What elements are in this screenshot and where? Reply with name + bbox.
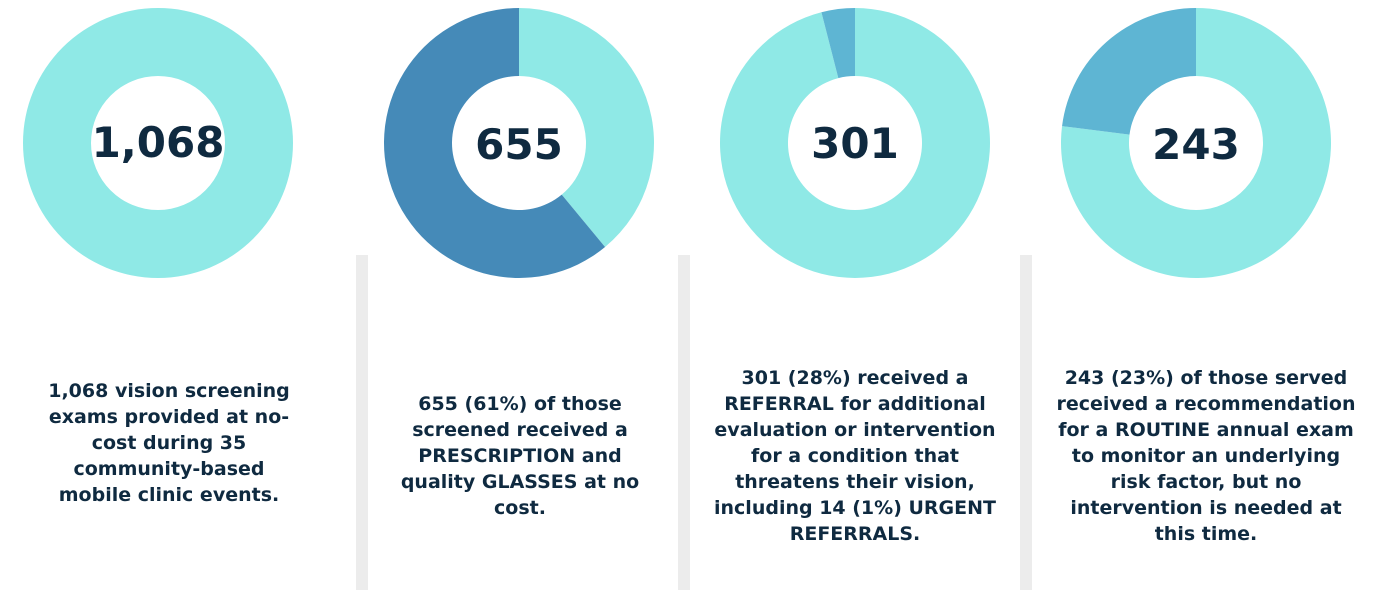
donut-svg-routine xyxy=(1061,8,1331,278)
caption-exams: 1,068 vision screening exams provided at… xyxy=(48,380,290,506)
column-divider-2 xyxy=(678,255,690,590)
donut-center-value: 301 xyxy=(811,119,899,168)
donut-slice-1 xyxy=(23,8,293,278)
donut-slice-1 xyxy=(720,8,990,278)
caption-routine: 243 (23%) of those served received a rec… xyxy=(1056,367,1356,545)
donut-chart-glasses: 655 xyxy=(383,8,654,279)
caption-referrals: 301 (28%) received a REFERRAL for additi… xyxy=(714,367,996,545)
donut-chart-referrals: 301 xyxy=(720,8,990,278)
column-divider-3 xyxy=(1020,255,1032,590)
column-divider-1 xyxy=(356,255,368,590)
donut-slice-2 xyxy=(1062,8,1196,135)
donut-chart-exams: 1,068 xyxy=(23,8,293,278)
donut-center-value: 655 xyxy=(475,120,563,169)
donut-slice-1 xyxy=(1061,8,1331,278)
donut-svg-exams xyxy=(23,8,293,278)
donut-slice-1 xyxy=(519,8,654,248)
donut-center-value: 1,068 xyxy=(91,118,225,167)
donut-center-value: 243 xyxy=(1152,120,1240,169)
donut-slice-2 xyxy=(821,8,855,79)
donut-slice-2 xyxy=(383,8,606,279)
caption-glasses: 655 (61%) of those screened received a P… xyxy=(400,393,640,519)
donut-svg-referrals xyxy=(720,8,990,278)
donut-chart-routine: 243 xyxy=(1061,8,1331,278)
donut-svg-glasses xyxy=(383,8,654,279)
